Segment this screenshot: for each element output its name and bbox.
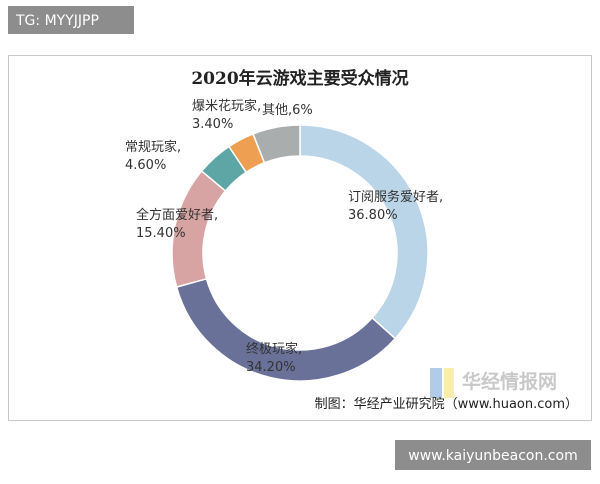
label-value: 6%	[292, 103, 313, 118]
badge: TG: MYYJJPP	[15, 13, 99, 29]
label-separator: ,	[214, 208, 218, 223]
label-separator: ,	[257, 99, 261, 114]
label-category: 全方面爱好者	[136, 207, 214, 223]
footer-bg	[395, 440, 591, 470]
data-label: 订阅服务爱好者, 36.80%	[348, 189, 443, 223]
label-separator: ,	[298, 342, 302, 357]
label-separator: ,	[439, 190, 443, 205]
label-separator: ,	[177, 140, 181, 155]
label-category: 爆米花玩家	[192, 98, 257, 114]
watermark: 华经情报网	[462, 370, 557, 393]
data-label: 其他,6%	[262, 103, 313, 118]
data-label: 终极玩家, 34.20%	[246, 341, 302, 375]
label-category: 订阅服务爱好者	[348, 189, 439, 205]
label-value: 34.20%	[246, 360, 296, 375]
badge-bg	[8, 6, 134, 34]
label-category: 其他	[262, 103, 288, 118]
label-category: 终极玩家	[246, 341, 298, 357]
footer: www.kaiyunbeacon.com	[408, 448, 577, 464]
data-label: 爆米花玩家, 3.40%	[192, 98, 261, 132]
label-separator: ,	[288, 103, 292, 118]
donut-segment	[252, 124, 301, 164]
label-value: 3.40%	[192, 117, 233, 132]
watermark-logo	[444, 368, 454, 398]
watermark-logo	[430, 368, 442, 398]
label-category: 常规玩家	[125, 139, 177, 155]
label-value: 15.40%	[136, 226, 186, 241]
chart-title: 2020年云游戏主要受众情况	[191, 68, 408, 89]
label-value: 36.80%	[348, 208, 398, 223]
data-label: 全方面爱好者, 15.40%	[136, 207, 218, 241]
data-label: 常规玩家, 4.60%	[125, 139, 181, 173]
source: 制图：华经产业研究院（www.huaon.com）	[315, 397, 578, 412]
label-value: 4.60%	[125, 158, 166, 173]
donut: 订阅服务爱好者, 36.80%终极玩家, 34.20%全方面爱好者, 15.40%常规…	[125, 98, 443, 382]
